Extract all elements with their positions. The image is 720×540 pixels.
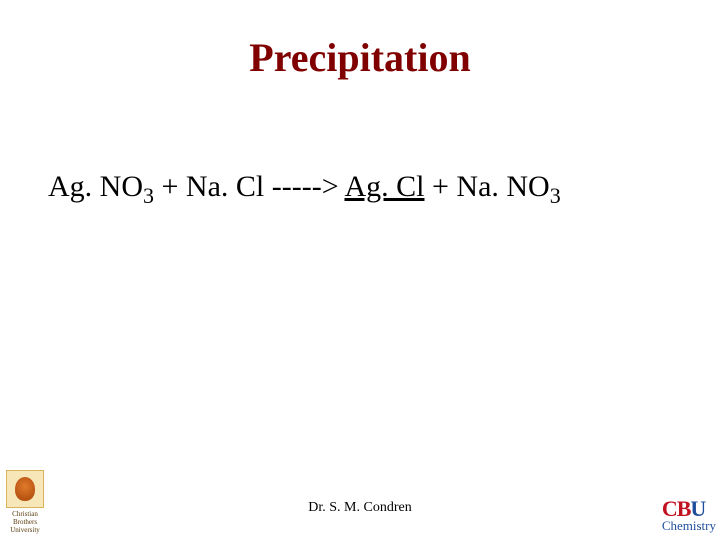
author-credit: Dr. S. M. Condren: [0, 500, 720, 516]
reactant-1-subscript: 3: [143, 183, 154, 208]
cbu-chemistry-logo: CBU Chemistry: [662, 496, 716, 534]
seal-caption: Christian Brothers University: [4, 510, 46, 534]
slide: Precipitation Ag. NO3 + Na. Cl -----> Ag…: [0, 0, 720, 540]
seal-inner-icon: [15, 477, 35, 501]
product-2-subscript: 3: [550, 183, 561, 208]
seal-icon: [6, 470, 44, 508]
cbu-chemistry-label: Chemistry: [662, 518, 716, 534]
reaction-arrow: ----->: [264, 170, 344, 203]
reactant-2: Na. Cl: [186, 170, 264, 203]
reactant-1: Ag. NO: [48, 170, 143, 203]
slide-title: Precipitation: [0, 34, 720, 81]
plus-1: +: [154, 170, 186, 203]
plus-2: +: [424, 170, 456, 203]
chemical-equation: Ag. NO3 + Na. Cl -----> Ag. Cl + Na. NO3: [48, 170, 561, 204]
university-seal-logo: Christian Brothers University: [4, 470, 46, 534]
product-2: Na. NO: [456, 170, 549, 203]
product-1-precipitate: Ag. Cl: [344, 170, 424, 203]
